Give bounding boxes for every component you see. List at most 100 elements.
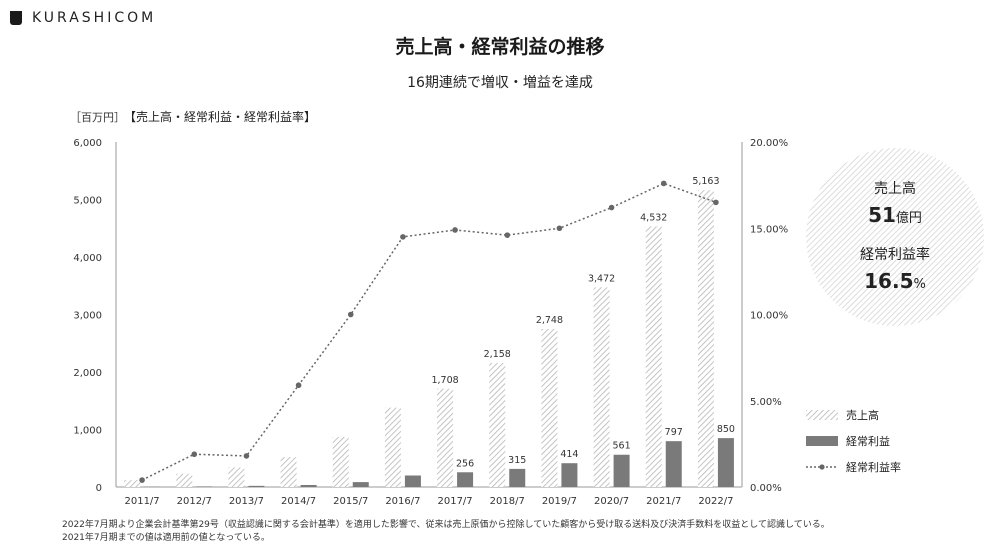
margin-point [660, 180, 667, 187]
y-left-tick-label: 3,000 [73, 311, 102, 322]
summary-margin: 16.5% [805, 269, 985, 293]
x-tick-label: 2015/7 [333, 496, 368, 507]
margin-point [608, 204, 615, 211]
x-tick-label: 2013/7 [229, 496, 264, 507]
margin-point [243, 453, 250, 459]
x-tick-label: 2014/7 [281, 496, 316, 507]
bar-sales [124, 480, 141, 487]
x-tick-label: 2017/7 [437, 496, 472, 507]
legend-swatch-dotted-line [806, 464, 838, 470]
bar-profit [561, 463, 578, 487]
bar-profit [509, 468, 526, 487]
data-label-sales: 5,163 [692, 176, 719, 187]
y-right-tick-label: 0.00% [750, 483, 782, 494]
x-tick-label: 2020/7 [594, 496, 629, 507]
bar-profit [196, 486, 213, 487]
data-label-profit: 414 [560, 449, 578, 460]
bar-profit [352, 482, 369, 487]
brand-logo: KURASHICOM [10, 10, 156, 26]
y-left-tick-label: 6,000 [73, 138, 102, 149]
footnote-1: 2022年7月期より企業会計基準第29号（収益認識に関する会計基準）を適用した影… [62, 520, 830, 530]
footnotes: 2022年7月期より企業会計基準第29号（収益認識に関する会計基準）を適用した影… [62, 519, 830, 545]
summary-sales: 51億円 [805, 203, 985, 227]
x-tick-label: 2016/7 [385, 496, 420, 507]
data-label-sales: 1,708 [431, 375, 458, 386]
x-tick-label: 2021/7 [646, 496, 681, 507]
data-label-profit: 315 [508, 455, 526, 466]
y-left-tick-label: 0 [96, 483, 102, 494]
bar-sales [541, 328, 558, 487]
summary-sales-label: 売上高 [874, 181, 916, 197]
y-left-tick-label: 5,000 [73, 196, 102, 207]
bar-sales [280, 457, 297, 487]
x-tick-label: 2022/7 [698, 496, 733, 507]
margin-point [504, 232, 511, 238]
margin-point [713, 199, 719, 206]
data-label-profit: 561 [613, 441, 631, 452]
chart-legend: 売上高 経常利益 経常利益率 [806, 408, 901, 486]
margin-point [139, 477, 145, 483]
bar-profit [665, 441, 682, 487]
summary-badge: 売上高 51億円 経常利益率 16.5% [805, 147, 985, 327]
y-right-tick-label: 10.00% [750, 311, 788, 322]
bar-sales [176, 473, 193, 487]
legend-label-margin: 経常利益率 [846, 461, 901, 474]
bar-profit [613, 454, 630, 487]
summary-sales-unit: 億円 [895, 211, 922, 226]
bar-profit [300, 484, 317, 487]
legend-label-sales: 売上高 [846, 409, 879, 422]
data-label-profit: 850 [717, 424, 735, 435]
page-subtitle: 16期連続で増収・増益を達成 [407, 75, 593, 91]
data-label-sales: 4,532 [640, 212, 667, 223]
summary-circle [806, 148, 984, 326]
legend-label-profit: 経常利益 [846, 435, 890, 448]
legend-swatch-solid [806, 436, 838, 446]
margin-point [347, 311, 354, 318]
axis-unit-label: ［百万円］ [70, 111, 125, 124]
legend-item-margin: 経常利益率 [806, 460, 901, 474]
data-label-sales: 2,748 [536, 315, 563, 326]
y-left-tick-label: 2,000 [73, 368, 102, 379]
bar-profit [457, 472, 474, 487]
y-right-tick-label: 20.00% [750, 138, 788, 149]
summary-margin-unit: % [913, 277, 926, 292]
x-tick-label: 2018/7 [490, 496, 525, 507]
bar-sales [228, 467, 245, 487]
margin-point [400, 234, 406, 240]
bar-profit [404, 475, 421, 487]
margin-line [141, 182, 717, 481]
summary-margin-label: 経常利益率 [860, 247, 930, 263]
bar-sales [697, 190, 714, 487]
summary-sales-value: 51 [868, 203, 896, 227]
margin-point [191, 451, 198, 458]
y-left-tick-label: 4,000 [73, 253, 102, 264]
x-tick-label: 2012/7 [177, 496, 212, 507]
bar-sales [332, 436, 349, 487]
x-tick-label: 2011/7 [124, 496, 159, 507]
footnote-2: 2021年7月期までの値は適用前の値となっている。 [62, 533, 270, 543]
legend-item-profit: 経常利益 [806, 434, 901, 448]
bar-sales [384, 407, 401, 487]
logo-mark-icon [10, 11, 22, 25]
summary-margin-value: 16.5 [864, 269, 914, 293]
margin-point [556, 225, 563, 232]
margin-point [452, 227, 458, 233]
x-tick-label: 2019/7 [542, 496, 577, 507]
chart-label: 【売上高・経常利益・経常利益率】 [124, 110, 317, 124]
y-left-tick-label: 1,000 [73, 426, 102, 437]
legend-item-sales: 売上高 [806, 408, 901, 422]
bar-profit [248, 485, 265, 487]
y-right-tick-label: 15.00% [750, 224, 788, 235]
data-label-sales: 3,472 [588, 273, 615, 284]
data-label-sales: 2,158 [484, 349, 511, 360]
brand-name: KURASHICOM [32, 10, 157, 26]
bar-sales [593, 287, 610, 487]
legend-swatch-hatched [806, 410, 838, 420]
margin-point [295, 382, 302, 389]
bar-sales [489, 362, 506, 487]
page-title: 売上高・経常利益の推移 [395, 36, 605, 58]
y-right-tick-label: 5.00% [750, 397, 782, 408]
data-label-profit: 797 [665, 427, 683, 438]
bar-profit [717, 438, 734, 487]
